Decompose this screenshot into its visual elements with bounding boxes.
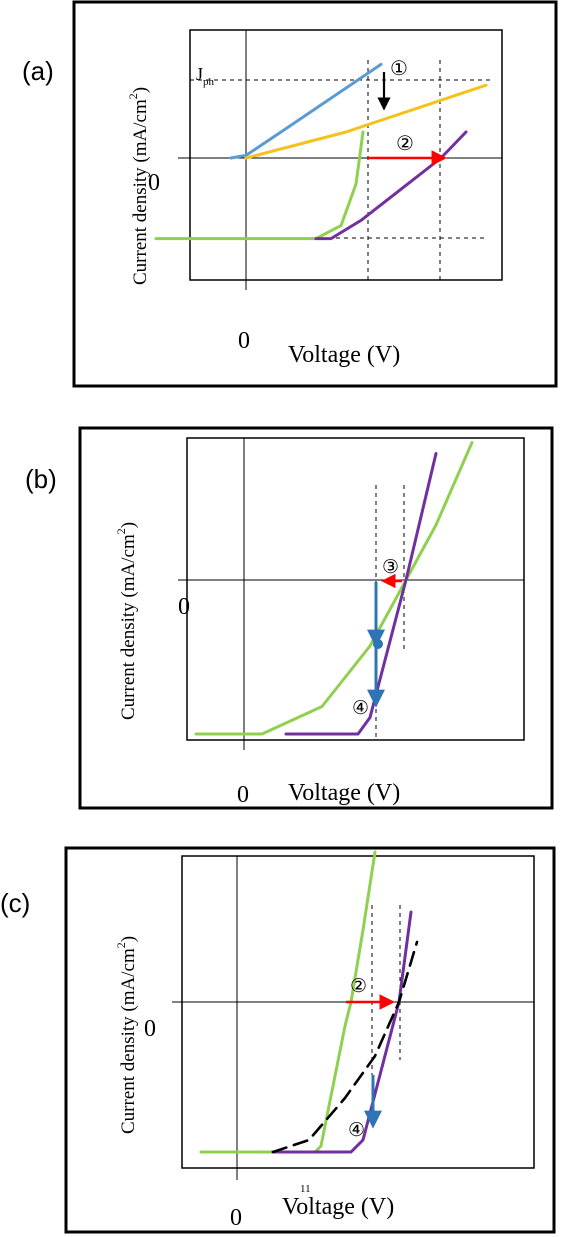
panel-a-y-label-text: Current density (mA/cm: [130, 99, 151, 285]
panel-a-blue-curve: [229, 62, 383, 160]
panel-b-dot: [373, 639, 383, 649]
panel-a-annotation-1: ①: [390, 58, 408, 80]
panel-c: (c) ② ④ 0 0 11 Voltage (V) Current densi…: [0, 846, 556, 1234]
panel-a-y-label: Current density (mA/cm2): [126, 87, 151, 285]
panel-b-annotation-3: ③: [382, 557, 399, 578]
panel-c-y-label: Current density (mA/cm2): [114, 936, 139, 1134]
panel-a-purple-curve: [314, 130, 468, 241]
panel-a-green-curve: [154, 130, 365, 241]
panel-a-jph-label: Jph: [196, 64, 215, 88]
panel-b-y-label-sup: 2: [114, 528, 128, 534]
panel-a-y-label-tail: ): [130, 87, 151, 93]
panel-b-x-label: Voltage (V): [288, 780, 400, 806]
panel-a-plot-area: [189, 29, 503, 281]
panel-b-plot-area: [186, 437, 525, 741]
panel-b-x-zero: 0: [237, 782, 249, 808]
panel-b-curves: [194, 441, 474, 736]
panel-b-y-label: Current density (mA/cm2): [114, 522, 139, 720]
panel-c-purple-curve: [271, 910, 413, 1154]
panel-c-tick-note: 11: [300, 1183, 311, 1195]
panel-c-y-label-text: Current density (mA/cm: [118, 948, 139, 1134]
panel-b-purple-curve: [284, 452, 438, 736]
panel-a-y-label-sup: 2: [126, 93, 140, 99]
panel-b: (b) ③ ④ 0 0 Voltage (V) Current density …: [25, 426, 554, 810]
panel-b-frame: [78, 426, 554, 810]
panel-b-green-curve: [194, 441, 474, 736]
panel-a-label: (a): [22, 56, 54, 86]
panel-c-curves: [199, 850, 419, 1154]
panel-a-x-label: Voltage (V): [288, 342, 400, 368]
panel-a-jph-main: J: [196, 64, 203, 84]
panel-a: (a) ① ② Jph 0 0 Voltage (V) Current dens…: [22, 0, 558, 388]
panel-c-dashed-black-curve: [271, 940, 419, 1154]
panel-a-frame: [72, 0, 558, 388]
panel-b-annotation-4: ④: [352, 698, 369, 719]
panel-c-x-label: Voltage (V): [282, 1194, 394, 1220]
panel-b-label: (b): [25, 464, 57, 494]
panel-c-plot-area: [181, 855, 535, 1169]
panel-a-jph-sub: ph: [203, 76, 215, 88]
panel-c-x-zero: 0: [230, 1205, 242, 1231]
panel-a-x-zero: 0: [238, 328, 250, 354]
panel-a-annotation-2: ②: [396, 133, 414, 155]
panel-b-y-zero: 0: [178, 594, 190, 620]
panel-a-y-zero: 0: [148, 170, 160, 196]
panel-c-y-zero: 0: [144, 1016, 156, 1042]
panel-b-y-label-tail: ): [118, 522, 139, 528]
panel-a-curves: [154, 62, 488, 241]
panel-a-yellow-curve: [244, 83, 488, 160]
panel-c-annotation-4: ④: [348, 1120, 365, 1141]
panel-c-label: (c): [0, 888, 30, 918]
panel-b-y-label-text: Current density (mA/cm: [118, 534, 139, 720]
panel-c-y-label-tail: ): [118, 936, 139, 942]
panel-c-annotation-2: ②: [350, 976, 367, 997]
panel-c-y-label-sup: 2: [114, 942, 128, 948]
panel-c-frame: [64, 846, 556, 1234]
